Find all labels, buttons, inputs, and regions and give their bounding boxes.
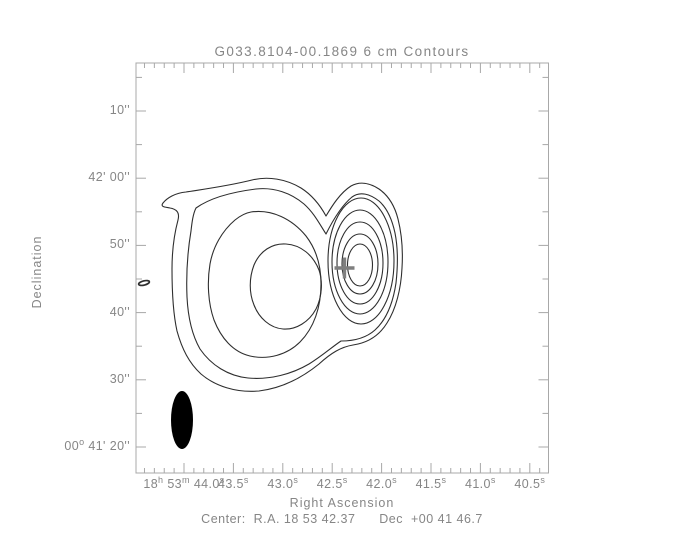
island-contour	[137, 279, 151, 287]
y-tick-label: 40''	[109, 304, 130, 319]
y-tick-label: 42' 00''	[88, 170, 130, 185]
x-tick-label: 42.5s	[316, 474, 348, 491]
x-tick-label: 42.0s	[366, 474, 398, 491]
compact-source-contour-ring	[341, 233, 379, 295]
compact-source-contour-ring	[336, 221, 384, 305]
x-tick-label: 18h 53m 44.0s	[143, 474, 225, 491]
y-tick-label: 00o 41' 20''	[64, 436, 130, 453]
contour-path	[186, 188, 398, 379]
contour-path	[249, 243, 322, 330]
plot-title: G033.8104-00.1869 6 cm Contours	[214, 44, 470, 59]
y-tick-label: 10''	[109, 103, 130, 117]
x-axis-title: Right Ascension	[289, 496, 395, 510]
x-tick-label: 43.0s	[267, 474, 299, 491]
beam-ellipse	[171, 391, 193, 449]
compact-source-contour-ring	[331, 209, 389, 315]
y-tick-label: 50''	[109, 237, 130, 252]
center-coordinates-caption: Center: R.A. 18 53 42.37 Dec +00 41 46.7	[201, 512, 483, 526]
x-tick-label: 40.5s	[514, 474, 546, 491]
contour-path	[207, 210, 322, 358]
compact-source-contour-ring	[327, 197, 395, 325]
y-tick-label: 30''	[109, 371, 130, 386]
x-tick-label: 41.0s	[464, 474, 496, 491]
compact-source-contour-ring	[346, 243, 374, 287]
contour-path	[161, 177, 403, 392]
x-tick-label: 43.5s	[217, 474, 249, 491]
x-tick-label: 41.5s	[415, 474, 447, 491]
